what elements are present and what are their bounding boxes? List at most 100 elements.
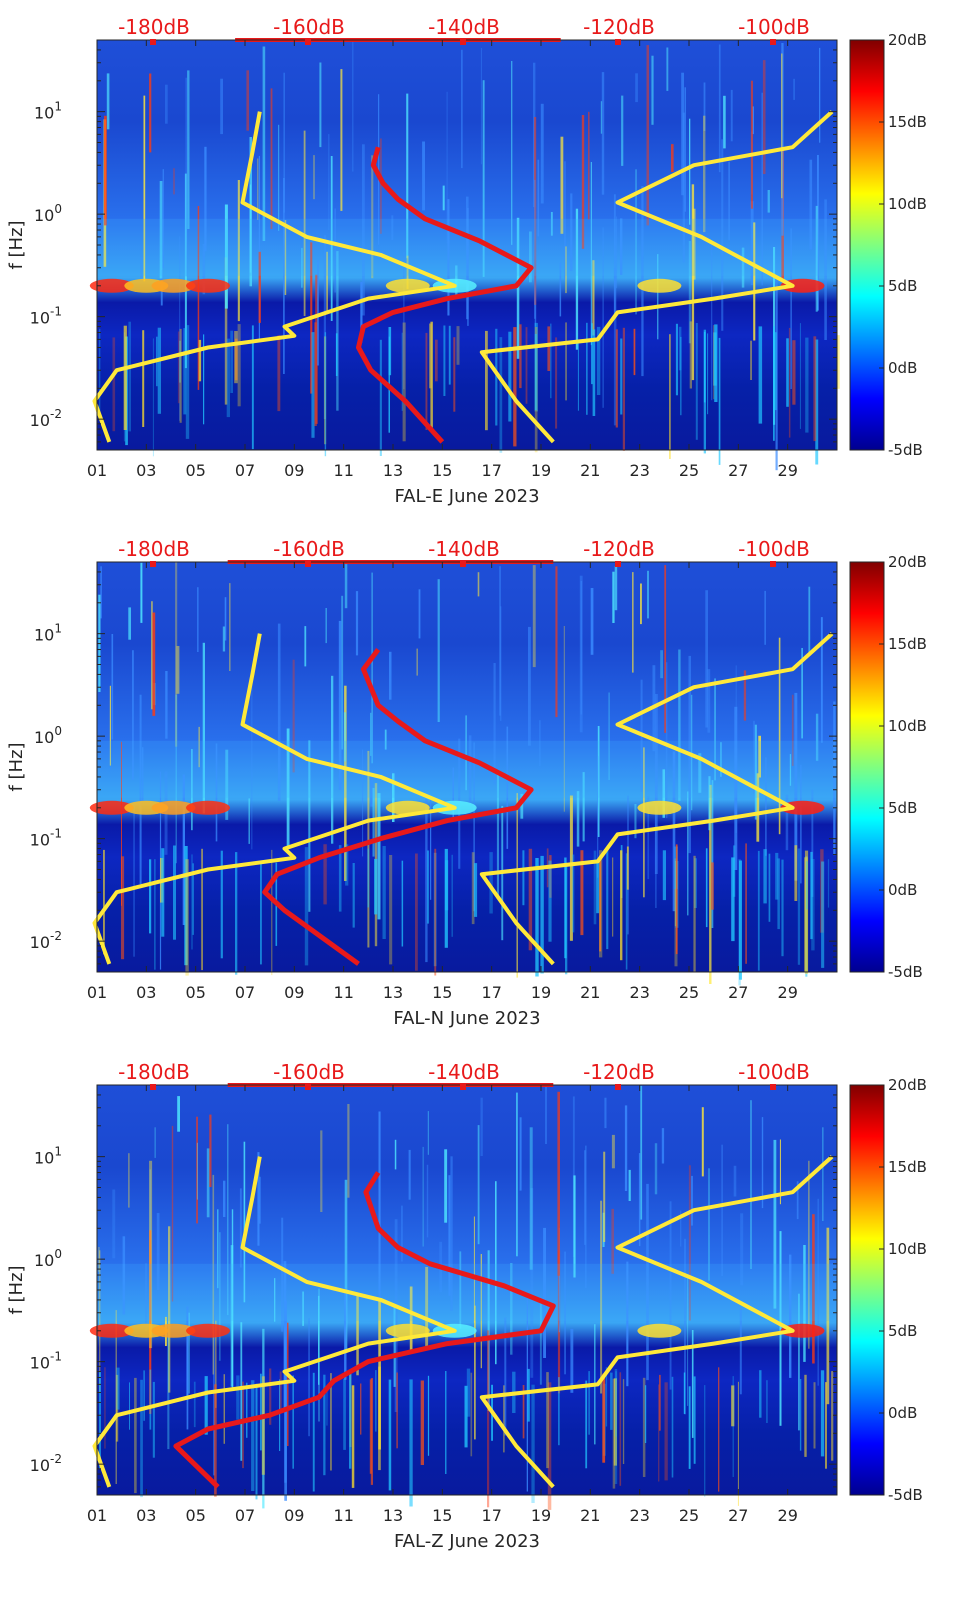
x-tick-label: 21 [580, 1506, 600, 1525]
top-db-label: -160dB [273, 537, 345, 561]
y-tick-label: 10-2 [30, 407, 62, 430]
x-tick-label: 09 [284, 1506, 304, 1525]
y-tick-label: 10-2 [30, 929, 62, 952]
colorbar-tick-label: 5dB [888, 799, 917, 817]
colorbar [849, 561, 885, 973]
top-db-label: -100dB [738, 15, 810, 39]
x-tick-label: 25 [679, 983, 699, 1002]
x-tick-label: 01 [87, 983, 107, 1002]
spectrogram-texture [89, 42, 840, 471]
x-tick-label: 13 [383, 1506, 403, 1525]
x-tick-label: 01 [87, 461, 107, 480]
colorbar-tick-label: 0dB [888, 881, 917, 899]
x-tick-label: 13 [383, 983, 403, 1002]
colorbar-tick-label: 20dB [888, 553, 927, 571]
y-tick-label: 101 [34, 100, 62, 123]
colorbar-tick-label: 0dB [888, 1404, 917, 1422]
colorbar-tick-label: 5dB [888, 1322, 917, 1340]
colorbar-tick-label: 15dB [888, 635, 927, 653]
noise-model-curve-1 [92, 1156, 457, 1488]
x-tick-label: 03 [136, 983, 156, 1002]
x-tick-label: 19 [531, 1506, 551, 1525]
y-tick-label: 10-1 [30, 305, 62, 328]
y-tick-label: 101 [34, 1145, 62, 1168]
x-tick-label: 23 [630, 1506, 650, 1525]
colorbar-tick-label: 20dB [888, 1076, 927, 1094]
colorbar-tick-label: 5dB [888, 277, 917, 295]
x-tick-label: 03 [136, 1506, 156, 1525]
top-db-label: -160dB [273, 1060, 345, 1084]
y-tick-label: 100 [34, 724, 62, 747]
spectrogram-texture [89, 562, 837, 986]
colorbar-tick-label: 10dB [888, 717, 927, 735]
x-tick-label: 15 [432, 1506, 452, 1525]
x-tick-label: 11 [334, 983, 354, 1002]
top-db-label: -180dB [118, 537, 190, 561]
x-tick-label: 21 [580, 461, 600, 480]
panel-1: 01 03 05 07 09 11 13 15 17 19 21 23 25 27 29 10-2 100 10-… [6, 15, 927, 507]
x-tick-label: 11 [334, 1506, 354, 1525]
noise-model-curve-2 [479, 1155, 834, 1489]
colorbar [849, 39, 885, 451]
spectrogram-texture [89, 1085, 837, 1510]
noise-model-curve-2 [479, 110, 834, 444]
x-tick-label: 29 [778, 461, 798, 480]
x-tick-label: 23 [630, 461, 650, 480]
x-tick-label: 21 [580, 983, 600, 1002]
x-axis-label: FAL-Z June 2023 [394, 1531, 540, 1552]
x-tick-label: 05 [186, 1506, 206, 1525]
y-tick-label: 101 [34, 622, 62, 645]
y-tick-label: 100 [34, 202, 62, 225]
top-db-label: -100dB [738, 537, 810, 561]
x-tick-label: 09 [284, 461, 304, 480]
model-curve [356, 146, 534, 444]
panel-3: 01 03 05 07 09 11 13 15 17 19 21 23 25 27 29 10-2 100 10-… [6, 1060, 927, 1552]
top-db-label: -140dB [428, 15, 500, 39]
x-tick-label: 27 [728, 1506, 748, 1525]
x-tick-label: 01 [87, 1506, 107, 1525]
y-tick-label: 10-1 [30, 827, 62, 850]
x-tick-label: 25 [679, 461, 699, 480]
x-tick-label: 11 [334, 461, 354, 480]
top-db-label: -120dB [583, 15, 655, 39]
colorbar-tick-label: -5dB [888, 441, 923, 459]
top-db-label: -120dB [583, 1060, 655, 1084]
top-db-label: -120dB [583, 537, 655, 561]
y-tick-label: 10-1 [30, 1350, 62, 1373]
x-tick-label: 07 [235, 1506, 255, 1525]
top-db-label: -100dB [738, 1060, 810, 1084]
noise-model-curve-1 [92, 111, 457, 443]
x-tick-label: 27 [728, 983, 748, 1002]
x-tick-label: 19 [531, 461, 551, 480]
x-tick-label: 29 [778, 983, 798, 1002]
x-axis-label: FAL-N June 2023 [393, 1008, 540, 1029]
top-db-label: -140dB [428, 537, 500, 561]
top-db-label: -180dB [118, 15, 190, 39]
x-tick-label: 03 [136, 461, 156, 480]
y-tick-label: 10-2 [30, 1452, 62, 1475]
y-axis-label: f [Hz] [6, 1265, 27, 1314]
colorbar-tick-label: 20dB [888, 31, 927, 49]
x-tick-label: 17 [482, 983, 502, 1002]
colorbar-tick-label: 0dB [888, 359, 917, 377]
noise-model-curve-1 [92, 633, 457, 965]
colorbar-tick-label: 15dB [888, 1158, 927, 1176]
top-db-label: -180dB [118, 1060, 190, 1084]
top-db-label: -160dB [273, 15, 345, 39]
colorbar-tick-label: 10dB [888, 195, 927, 213]
colorbar [849, 1084, 885, 1496]
colorbar-tick-label: -5dB [888, 963, 923, 981]
y-tick-label: 100 [34, 1247, 62, 1270]
x-tick-label: 27 [728, 461, 748, 480]
panel-2: 01 03 05 07 09 11 13 15 17 19 21 23 25 27 29 10-2 100 10-… [6, 537, 927, 1029]
colorbar-tick-label: 15dB [888, 113, 927, 131]
x-tick-label: 19 [531, 983, 551, 1002]
colorbar-tick-label: -5dB [888, 1486, 923, 1504]
x-axis-label: FAL-E June 2023 [394, 486, 539, 507]
x-tick-label: 15 [432, 983, 452, 1002]
x-tick-label: 09 [284, 983, 304, 1002]
x-tick-label: 23 [630, 983, 650, 1002]
y-axis-label: f [Hz] [6, 220, 27, 269]
x-tick-label: 05 [186, 983, 206, 1002]
